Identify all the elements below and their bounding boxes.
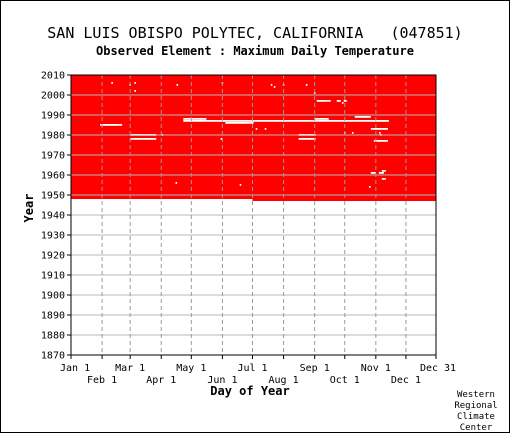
missing-data-point <box>134 90 136 92</box>
y-tick-label: 1900 <box>41 291 65 302</box>
y-tick-label: 1990 <box>41 111 65 122</box>
chart-subtitle: Observed Element : Maximum Daily Tempera… <box>96 44 414 58</box>
x-tick-label: Jul 1 <box>237 363 267 374</box>
missing-data-segment <box>100 124 123 126</box>
missing-data-point <box>351 132 354 134</box>
credit-line: Center <box>459 423 493 433</box>
y-tick-label: 1950 <box>41 191 65 202</box>
y-tick-label: 2000 <box>41 91 65 102</box>
y-tick-label: 1930 <box>41 231 65 242</box>
credit-line: Climate <box>457 412 495 422</box>
missing-data-point <box>111 82 113 84</box>
observed-data-block <box>252 75 436 201</box>
missing-data-point <box>134 82 136 84</box>
missing-data-segment <box>373 140 388 142</box>
x-tick-label: Oct 1 <box>330 375 360 386</box>
x-axis-ticks: Jan 1 Mar 1 May 1 Jul 1 Sep 1 Nov 1 Dec 31 Feb … <box>60 355 456 386</box>
missing-data-segment <box>183 120 389 122</box>
missing-data-segment <box>370 128 388 130</box>
observed-data-block <box>71 75 253 199</box>
missing-data-segment <box>343 100 347 102</box>
y-tick-label: 1880 <box>41 331 65 342</box>
x-tick-label: Apr 1 <box>146 375 176 386</box>
missing-data-point <box>369 186 371 188</box>
y-tick-label: 1870 <box>41 351 65 362</box>
y-tick-label: 1960 <box>41 171 65 182</box>
missing-data-segment <box>183 118 207 120</box>
x-tick-label: Sep 1 <box>300 363 330 374</box>
data-layer <box>71 75 436 201</box>
missing-data-segment <box>130 138 157 140</box>
missing-data-point <box>264 128 267 130</box>
credit-line: Regional <box>454 401 498 411</box>
grid-layer <box>71 75 436 355</box>
y-tick-label: 2010 <box>41 71 65 82</box>
missing-data-point <box>270 84 273 86</box>
missing-data-point <box>176 84 179 86</box>
missing-data-segment <box>314 118 329 120</box>
missing-data-segment <box>225 122 254 124</box>
missing-data-segment <box>381 178 386 180</box>
missing-data-segment <box>316 100 331 102</box>
missing-data-point <box>255 128 258 130</box>
x-tick-label: Jan 1 <box>60 363 90 374</box>
x-axis-title: Day of Year <box>210 384 289 398</box>
missing-data-segment <box>336 100 341 102</box>
y-tick-label: 1920 <box>41 251 65 262</box>
chart-title: SAN LUIS OBISPO POLYTEC, CALIFORNIA (047… <box>47 24 463 42</box>
missing-data-segment <box>381 170 386 172</box>
y-tick-label: 1940 <box>41 211 65 222</box>
missing-data-point <box>175 182 178 184</box>
x-tick-label: Feb 1 <box>87 375 117 386</box>
missing-data-segment <box>298 138 316 140</box>
x-tick-label: Nov 1 <box>361 363 391 374</box>
missing-data-point <box>273 86 276 88</box>
y-axis-title: Year <box>22 194 36 223</box>
missing-data-point <box>239 184 242 186</box>
y-tick-label: 1890 <box>41 311 65 322</box>
missing-data-point <box>341 102 344 104</box>
credit-block: Western Regional Climate Center <box>446 390 506 434</box>
x-tick-label: Mar 1 <box>115 363 145 374</box>
x-tick-label: Jun 1 <box>207 375 237 386</box>
x-tick-label: May 1 <box>176 363 206 374</box>
x-tick-label: Dec 1 <box>391 375 421 386</box>
missing-data-point <box>305 84 308 86</box>
missing-data-segment <box>378 172 384 174</box>
y-tick-label: 1910 <box>41 271 65 282</box>
x-tick-label: Dec 31 <box>420 363 456 374</box>
missing-data-point <box>220 138 223 140</box>
missing-data-segment <box>354 116 371 118</box>
y-axis-ticks: 1870 1880 1890 1900 1910 1920 1930 1940 1950 1960… <box>41 71 71 362</box>
credit-line: Western <box>457 390 495 400</box>
x-tick-label: Aug 1 <box>269 375 299 386</box>
missing-data-segment <box>370 172 376 174</box>
y-tick-label: 1980 <box>41 131 65 142</box>
y-tick-label: 1970 <box>41 151 65 162</box>
missing-data-point <box>379 132 381 134</box>
